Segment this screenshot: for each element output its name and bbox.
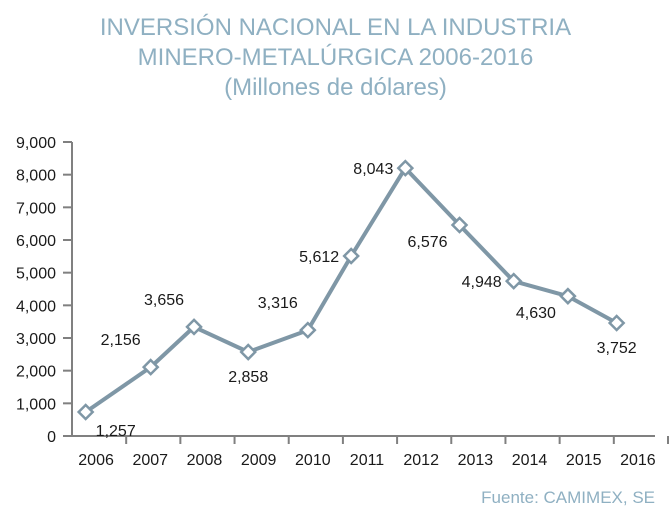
- y-axis-ticks: 0 1,000 2,000 3,000 4,000 5,000 6,000 7,000 8,00…: [16, 135, 72, 446]
- data-label: 1,257: [96, 423, 136, 440]
- chart-title-line1: INVERSIÓN NACIONAL EN LA INDUSTRIA: [99, 14, 572, 41]
- series-markers: [76, 159, 626, 421]
- x-tick-label: 2011: [350, 452, 385, 469]
- source-note: Fuente: CAMIMEX, SE: [481, 488, 655, 507]
- chart-subtitle: (Millones de dólares): [224, 74, 447, 101]
- x-tick-label: 2007: [132, 452, 168, 469]
- data-label: 4,948: [462, 274, 502, 291]
- data-point-marker: [559, 287, 577, 305]
- data-point-marker: [607, 314, 626, 332]
- y-tick-label: 9,000: [16, 135, 56, 152]
- data-point-marker: [141, 358, 160, 376]
- x-tick-label: 2013: [458, 452, 494, 469]
- data-point-marker: [299, 321, 317, 339]
- data-label: 3,656: [144, 292, 184, 309]
- data-label: 5,612: [299, 249, 339, 266]
- data-label: 3,752: [597, 340, 637, 357]
- axes: [63, 142, 655, 437]
- x-tick-label: 2016: [620, 452, 656, 469]
- y-tick-label: 3,000: [16, 331, 56, 348]
- y-tick-label: 7,000: [16, 200, 56, 217]
- x-tick-label: 2010: [295, 452, 331, 469]
- x-tick-label: 2012: [403, 452, 439, 469]
- data-point-marker: [185, 318, 203, 336]
- data-label: 3,316: [258, 295, 298, 312]
- y-tick-label: 2,000: [16, 364, 56, 381]
- data-labels: 1,257 2,156 3,656 2,858 3,316 5,612 8,043 6,576…: [96, 161, 637, 440]
- data-label: 8,043: [353, 161, 393, 178]
- x-axis-ticks: 2006 2007 2008 2009 2010 2011 2012 2013 2014 2015…: [78, 436, 669, 469]
- data-label: 4,630: [516, 305, 556, 322]
- x-tick-label: 2006: [78, 452, 114, 469]
- data-point-marker: [504, 272, 523, 290]
- y-tick-label: 6,000: [16, 233, 56, 250]
- data-point-marker: [342, 247, 360, 265]
- x-tick-label: 2015: [566, 452, 602, 469]
- y-tick-label: 8,000: [16, 168, 56, 185]
- x-tick-label: 2014: [512, 452, 548, 469]
- x-tick-label: 2009: [241, 452, 277, 469]
- data-label: 6,576: [407, 234, 447, 251]
- data-point-marker: [450, 216, 469, 234]
- data-label: 2,156: [101, 332, 141, 349]
- x-tick-label: 2008: [187, 452, 223, 469]
- y-tick-label: 4,000: [16, 298, 56, 315]
- series-line: [84, 166, 618, 414]
- y-tick-label: 5,000: [16, 266, 56, 283]
- y-tick-label: 0: [47, 429, 56, 446]
- data-label: 2,858: [228, 369, 268, 386]
- data-point-marker: [76, 403, 95, 421]
- data-point-marker: [396, 159, 415, 177]
- data-point-marker: [239, 343, 257, 361]
- chart-title-line2: MINERO-METALÚRGICA 2006-2016: [137, 44, 534, 71]
- y-tick-label: 1,000: [16, 396, 56, 413]
